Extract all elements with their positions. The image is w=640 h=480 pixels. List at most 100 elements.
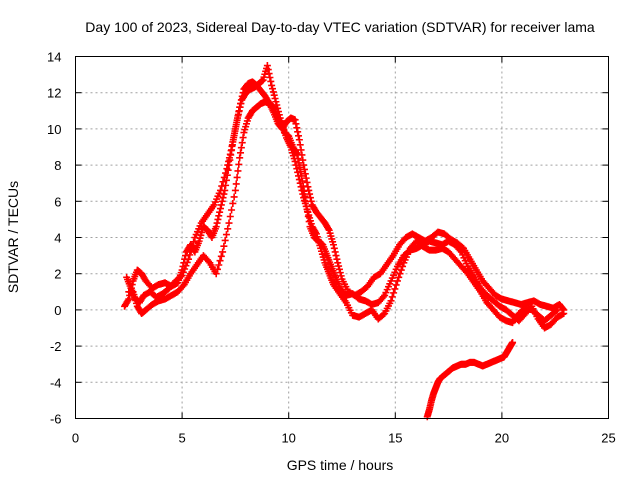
data-point — [216, 205, 224, 213]
data-point — [379, 311, 387, 319]
data-point — [225, 219, 233, 227]
y-tick-label: 14 — [47, 50, 61, 65]
data-point — [227, 151, 235, 159]
data-point — [271, 94, 279, 102]
data-point — [180, 259, 188, 267]
data-point — [212, 270, 220, 278]
data-point — [234, 110, 242, 118]
data-point — [182, 252, 190, 260]
data-point — [331, 248, 339, 256]
data-point — [221, 186, 229, 194]
data-point — [239, 134, 247, 142]
data-point — [212, 223, 220, 231]
data-point — [215, 261, 223, 269]
data-point — [294, 168, 302, 176]
data-point — [292, 161, 300, 169]
data-point — [456, 247, 464, 255]
data-point — [294, 128, 302, 136]
data-point — [236, 154, 244, 162]
x-tick-label: 0 — [72, 431, 79, 446]
data-point — [293, 124, 301, 132]
data-point — [213, 219, 221, 227]
data-point — [266, 73, 274, 81]
data-point — [292, 120, 300, 128]
data-point — [229, 136, 237, 144]
data-point — [297, 146, 305, 154]
data-point — [263, 62, 271, 70]
data-point — [329, 241, 337, 249]
data-point — [270, 91, 278, 99]
data-point — [324, 225, 332, 233]
data-point — [215, 212, 223, 220]
data-point — [181, 255, 189, 263]
data-point — [269, 88, 277, 96]
y-tick-label: 10 — [47, 122, 61, 137]
data-point — [234, 167, 242, 175]
data-point — [228, 206, 236, 214]
data-point — [221, 236, 229, 244]
data-point — [335, 265, 343, 273]
data-series — [121, 62, 568, 421]
data-point — [224, 166, 232, 174]
data-point — [397, 266, 405, 274]
data-point — [219, 248, 227, 256]
y-tick-label: 2 — [54, 267, 61, 282]
data-point — [395, 273, 403, 281]
data-point — [179, 262, 187, 270]
series-trace-c — [125, 98, 561, 327]
data-point — [390, 289, 398, 297]
data-point — [234, 114, 242, 122]
data-point — [237, 100, 245, 108]
data-point — [393, 277, 401, 285]
y-axis-label: SDTVAR / TECUs — [5, 181, 21, 293]
data-point — [219, 194, 227, 202]
y-tick-label: -4 — [50, 375, 62, 390]
data-point — [222, 231, 230, 239]
data-point — [337, 272, 345, 280]
x-tick-label: 10 — [281, 431, 295, 446]
data-point — [299, 156, 307, 164]
x-axis-label: GPS time / hours — [287, 457, 394, 473]
data-point — [220, 242, 228, 250]
data-point — [391, 285, 399, 293]
data-point — [509, 338, 517, 346]
data-point — [399, 262, 407, 270]
data-point — [217, 252, 225, 260]
data-point — [124, 296, 132, 304]
data-point — [277, 120, 285, 128]
y-tick-label: 6 — [54, 194, 61, 209]
data-point — [235, 107, 243, 115]
grid-lines — [75, 56, 609, 419]
data-point — [218, 197, 226, 205]
data-point — [233, 118, 241, 126]
data-point — [217, 201, 225, 209]
axis-ticks: 0 5 10 15 20 25 -6 -4 -2 0 2 4 6 8 10 12 14 — [47, 50, 616, 446]
data-point — [298, 186, 306, 194]
data-point — [222, 176, 230, 184]
data-point — [230, 193, 238, 201]
data-point — [332, 252, 340, 260]
data-point — [272, 98, 280, 106]
data-point — [235, 160, 243, 168]
data-point — [396, 270, 404, 278]
data-point — [334, 259, 342, 267]
data-point — [232, 123, 240, 131]
data-point — [233, 173, 241, 181]
data-point — [296, 141, 304, 149]
data-point — [388, 293, 396, 301]
data-point — [231, 186, 239, 194]
data-point — [216, 257, 224, 265]
y-tick-label: -6 — [50, 412, 62, 427]
data-point — [220, 190, 228, 198]
data-point — [226, 156, 234, 164]
data-point — [392, 281, 400, 289]
data-point — [295, 132, 303, 140]
data-point — [265, 70, 273, 78]
y-tick-label: -2 — [50, 339, 62, 354]
data-point — [179, 282, 187, 290]
data-point — [333, 255, 341, 263]
data-point — [300, 161, 308, 169]
data-point — [225, 161, 233, 169]
data-point — [223, 171, 231, 179]
data-point — [296, 179, 304, 187]
